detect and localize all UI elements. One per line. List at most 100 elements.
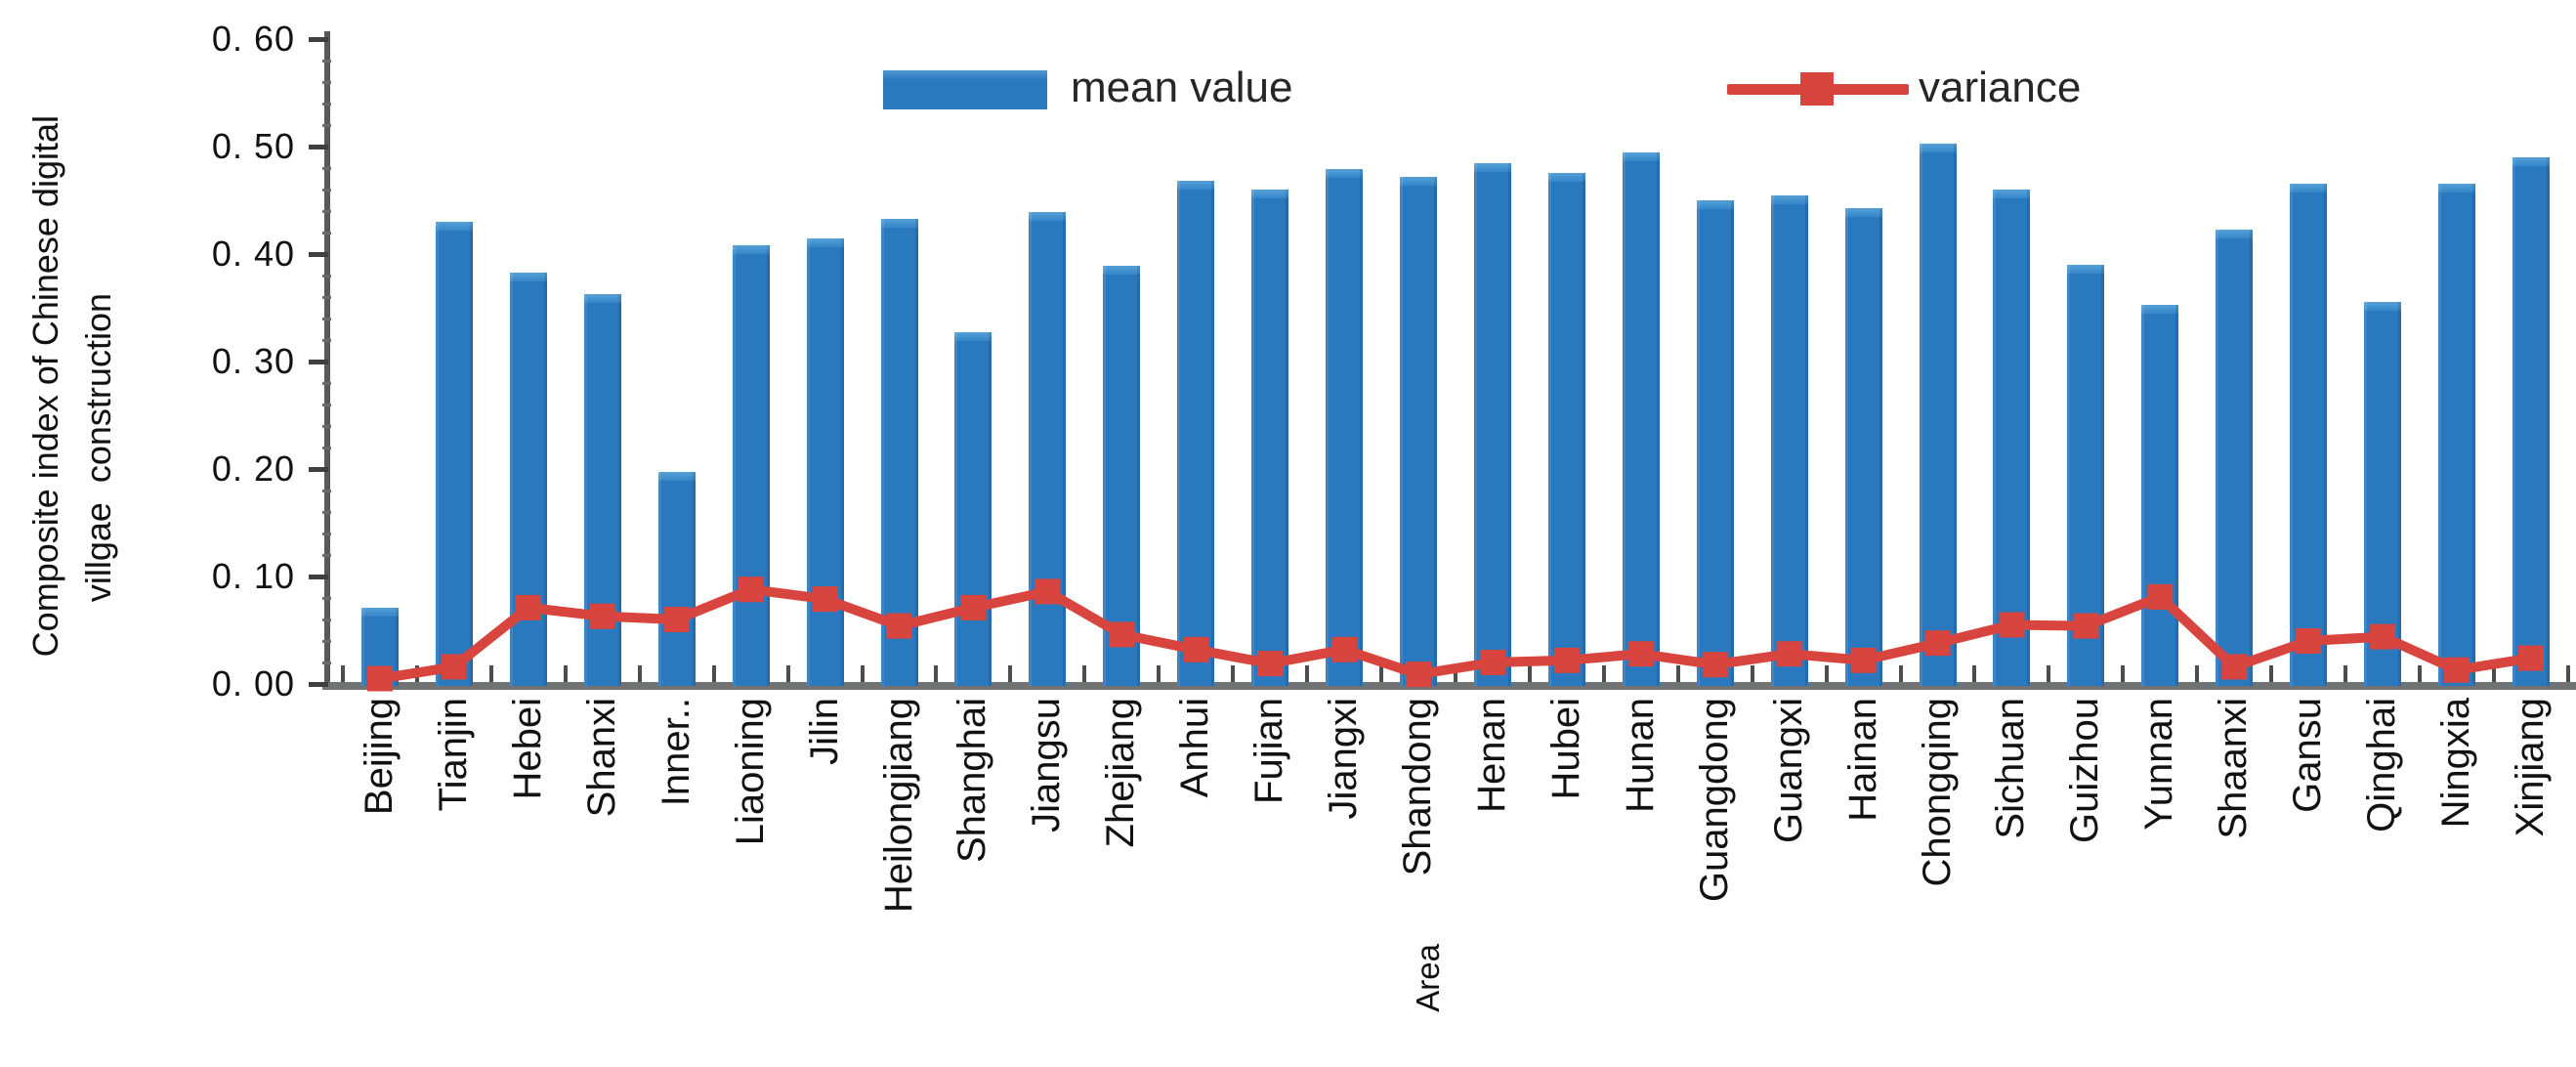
y-minor-tick	[322, 124, 331, 127]
bar-hubei	[1547, 173, 1585, 686]
bar-chongqing	[1919, 143, 1957, 686]
bar-jilin	[806, 238, 844, 686]
y-minor-tick	[322, 490, 331, 492]
bar-tianjin	[435, 221, 473, 686]
x-axis-label: Hebei	[505, 698, 549, 800]
x-axis-label: Liaoning	[728, 698, 772, 846]
x-axis-label: Zhejiang	[1099, 698, 1143, 848]
y-major-tick	[309, 145, 328, 149]
y-minor-tick	[322, 60, 331, 63]
x-axis-label: Guangxi	[1766, 698, 1810, 843]
x-boundary-tick	[2121, 665, 2126, 682]
x-boundary-tick	[2269, 665, 2274, 682]
x-axis-label: Hunan	[1618, 698, 1662, 813]
bar-gansu	[2290, 184, 2328, 686]
y-minor-tick	[322, 296, 331, 299]
x-boundary-tick	[1157, 665, 1161, 682]
x-axis-label: Shaanxi	[2212, 698, 2256, 839]
x-axis-label: Tianjin	[431, 698, 475, 812]
bar-guizhou	[2067, 264, 2105, 686]
x-axis-label: Shanxi	[579, 698, 623, 818]
x-axis-label: Gansu	[2286, 698, 2330, 813]
x-axis-label: Guangdong	[1692, 698, 1736, 903]
x-boundary-tick	[1305, 665, 1310, 682]
bar-jiangsu	[1029, 211, 1067, 686]
y-major-tick	[309, 360, 328, 364]
x-boundary-tick	[1824, 665, 1829, 682]
x-axis-label: Jiangxi	[1322, 698, 1366, 820]
y-axis-line	[324, 31, 330, 687]
y-minor-tick	[322, 189, 331, 192]
x-axis-line	[322, 682, 2576, 690]
legend-variance-label: variance	[1919, 64, 2082, 111]
x-boundary-tick	[860, 665, 865, 682]
x-axis-label: Jilin	[802, 698, 846, 765]
y-minor-tick	[322, 404, 331, 406]
y-minor-tick	[322, 275, 331, 277]
bar-beijing	[361, 607, 399, 686]
y-axis-title-line2: villgae construction	[78, 293, 118, 603]
x-axis-label: Xinjiang	[2508, 698, 2552, 837]
y-minor-tick	[322, 447, 331, 449]
y-major-tick	[309, 37, 328, 42]
bar-ningxia	[2438, 184, 2476, 686]
bar-hebei	[509, 272, 547, 686]
x-boundary-tick	[1008, 665, 1013, 682]
bar-shanghai	[954, 332, 992, 686]
y-minor-tick	[322, 533, 331, 535]
x-axis-label: Henan	[1469, 698, 1513, 813]
x-boundary-tick	[1601, 665, 1606, 682]
y-tick-label: 0. 00	[211, 663, 295, 704]
x-axis-label: Hainan	[1840, 698, 1884, 822]
bar-jiangxi	[1326, 168, 1364, 686]
y-major-tick	[309, 467, 328, 472]
bar-anhui	[1177, 181, 1215, 686]
x-boundary-tick	[637, 665, 642, 682]
x-boundary-tick	[2418, 665, 2423, 682]
x-boundary-tick	[2565, 665, 2570, 682]
bar-yunnan	[2141, 304, 2179, 686]
y-minor-tick	[322, 167, 331, 170]
x-boundary-tick	[1675, 665, 1680, 682]
x-boundary-tick	[341, 665, 346, 682]
bar-guangxi	[1770, 195, 1808, 686]
y-minor-tick	[322, 597, 331, 600]
y-minor-tick	[322, 511, 331, 514]
x-boundary-tick	[785, 665, 790, 682]
y-minor-tick	[322, 81, 331, 84]
x-boundary-tick	[2047, 665, 2051, 682]
y-tick-label: 0. 20	[211, 448, 295, 489]
bar-heilongjiang	[880, 218, 918, 686]
bar-henan	[1473, 163, 1511, 686]
y-minor-tick	[322, 619, 331, 621]
y-tick-label: 0. 10	[211, 556, 295, 596]
x-boundary-tick	[2492, 665, 2496, 682]
x-axis-label: Shandong	[1396, 698, 1440, 876]
y-minor-tick	[322, 210, 331, 213]
x-axis-title: Area	[1410, 944, 1446, 1012]
x-boundary-tick	[1898, 665, 1903, 682]
x-boundary-tick	[1379, 665, 1384, 682]
x-axis-label: Fujian	[1247, 698, 1291, 804]
x-boundary-tick	[1082, 665, 1087, 682]
y-minor-tick	[322, 425, 331, 428]
x-axis-label: Shanghai	[950, 698, 994, 864]
y-tick-label: 0. 50	[211, 126, 295, 166]
legend-mean-label: mean value	[1071, 64, 1293, 111]
bar-guangdong	[1696, 199, 1734, 686]
bar-liaoning	[732, 245, 770, 686]
y-tick-label: 0. 30	[211, 341, 295, 381]
y-minor-tick	[322, 339, 331, 342]
x-boundary-tick	[1453, 665, 1457, 682]
bar-shanxi	[583, 293, 621, 686]
bar-hainan	[1844, 207, 1882, 686]
y-minor-tick	[322, 382, 331, 385]
bar-fujian	[1251, 189, 1289, 686]
bar-shaanxi	[2216, 229, 2254, 686]
x-axis-label: Heilongjiang	[876, 698, 920, 914]
x-boundary-tick	[414, 665, 419, 682]
x-boundary-tick	[1527, 665, 1532, 682]
x-axis-label: Inner..	[654, 698, 697, 807]
bar-inner	[657, 472, 696, 686]
